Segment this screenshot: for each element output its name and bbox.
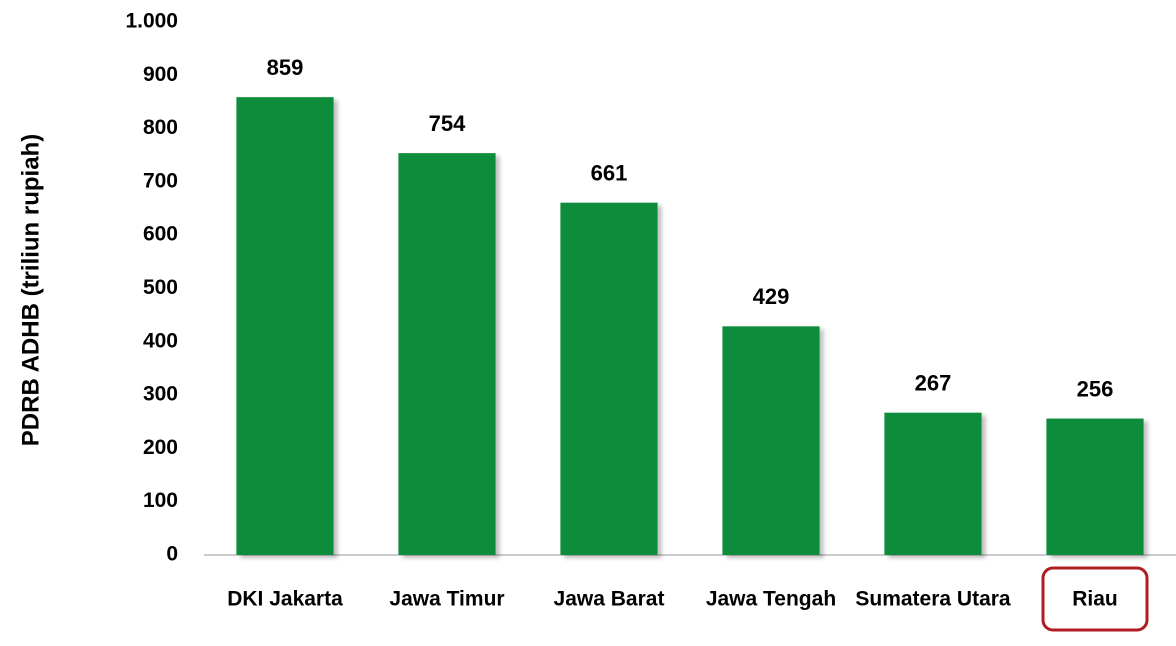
value-label: 256 [1077, 376, 1114, 401]
y-tick-label: 300 [143, 383, 178, 406]
bar [884, 412, 982, 555]
x-tick-label: Sumatera Utara [855, 588, 1011, 611]
y-tick-label: 400 [143, 329, 178, 352]
x-tick-label: Jawa Barat [554, 588, 665, 611]
y-axis-title: PDRB ADHB (triliun rupiah) [17, 134, 44, 446]
y-tick-label: 500 [143, 276, 178, 299]
y-tick-label: 0 [166, 543, 178, 566]
y-tick-label: 200 [143, 436, 178, 459]
x-tick-label: Jawa Timur [389, 588, 504, 611]
x-tick-label: Riau [1072, 588, 1118, 611]
bar [236, 97, 334, 555]
value-label: 859 [267, 55, 304, 80]
value-label: 754 [429, 111, 466, 136]
x-tick-label: DKI Jakarta [227, 588, 343, 611]
bar [560, 202, 658, 555]
y-tick-label: 900 [143, 63, 178, 86]
bar [1046, 418, 1144, 555]
y-tick-label: 800 [143, 116, 178, 139]
value-label: 267 [915, 371, 952, 396]
y-tick-label: 100 [143, 489, 178, 512]
bar [722, 326, 820, 555]
y-tick-label: 700 [143, 169, 178, 192]
value-label: 661 [591, 160, 628, 185]
y-tick-label: 1.000 [125, 10, 178, 33]
value-label: 429 [753, 284, 790, 309]
highlight-box [1041, 566, 1149, 632]
bar [398, 153, 496, 556]
x-tick-label: Jawa Tengah [706, 588, 836, 611]
y-tick-label: 600 [143, 223, 178, 246]
